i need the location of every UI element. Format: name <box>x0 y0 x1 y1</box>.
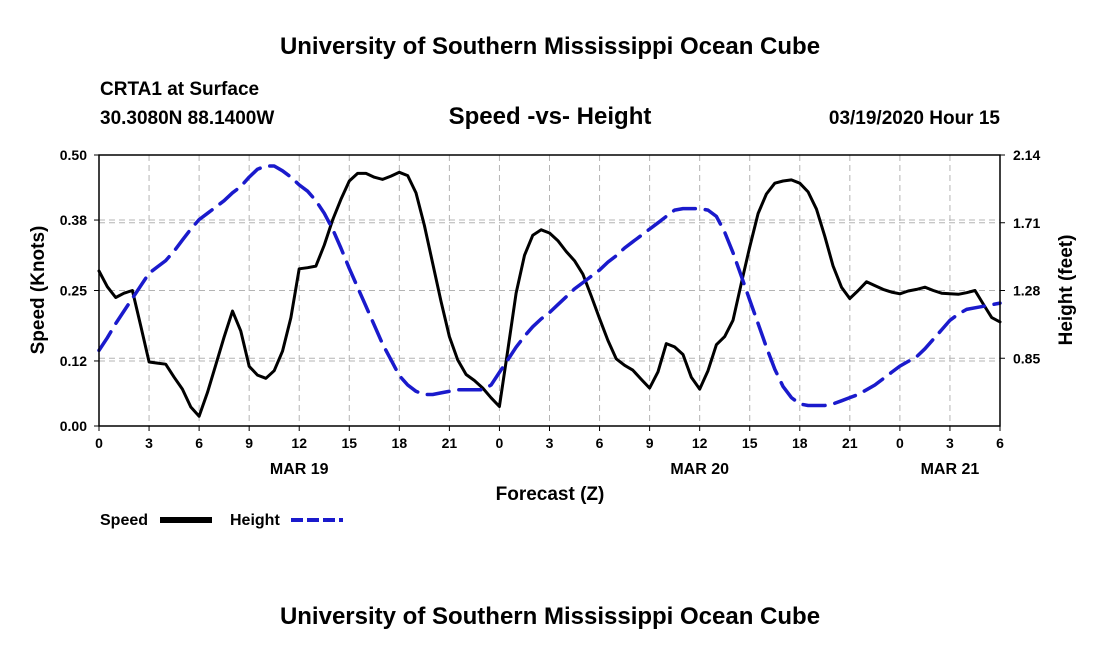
series-line-height <box>97 164 1002 408</box>
x-tick-label: 18 <box>392 435 408 451</box>
y-left-tick-label: 0.25 <box>60 283 87 299</box>
y-axis-left-label: Speed (Knots) <box>28 226 49 355</box>
y-right-tick-label: 2.14 <box>1013 147 1040 163</box>
x-tick-label: 0 <box>95 435 103 451</box>
y-left-tick-label: 0.00 <box>60 418 87 434</box>
x-date-label: MAR 20 <box>670 461 729 478</box>
forecast-datetime: 03/19/2020 Hour 15 <box>829 108 1001 129</box>
y-left-tick-label: 0.38 <box>60 212 87 228</box>
series-lines <box>97 164 1002 418</box>
y-left-tick-label: 0.50 <box>60 147 87 163</box>
coordinates-label: 30.3080N 88.1400W <box>100 108 274 129</box>
y-right-tick-label: 0.85 <box>1013 350 1040 366</box>
x-tick-label: 15 <box>341 435 357 451</box>
station-label: CRTA1 at Surface <box>100 79 259 100</box>
legend-speed-label: Speed <box>100 512 148 529</box>
chart-title: Speed -vs- Height <box>449 103 652 130</box>
axis-ticks: 0 3 6 9 12 15 18 21 0 3 6 9 12 15 18 21 0 3 6 MAR 19 MAR 20 M… <box>60 147 1041 478</box>
y-right-tick-label: 1.71 <box>1013 215 1040 231</box>
y-right-tick-label: 1.28 <box>1013 283 1040 299</box>
x-tick-label: 0 <box>496 435 504 451</box>
x-tick-label: 6 <box>195 435 203 451</box>
x-date-label: MAR 21 <box>921 461 980 478</box>
x-tick-label: 6 <box>596 435 604 451</box>
x-tick-label: 6 <box>996 435 1004 451</box>
x-tick-label: 3 <box>546 435 554 451</box>
legend: Speed Height <box>100 512 343 529</box>
legend-height-label: Height <box>230 512 280 529</box>
series-line-speed <box>97 170 1002 418</box>
x-date-label: MAR 19 <box>270 461 329 478</box>
x-axis-label: Forecast (Z) <box>496 484 605 505</box>
x-tick-label: 9 <box>646 435 654 451</box>
page-title: University of Southern Mississippi Ocean… <box>280 33 820 60</box>
x-tick-label: 3 <box>946 435 954 451</box>
grid-lines <box>99 155 1000 426</box>
x-tick-label: 15 <box>742 435 758 451</box>
x-tick-label: 21 <box>842 435 858 451</box>
y-axis-right-label: Height (feet) <box>1056 235 1077 346</box>
x-tick-label: 18 <box>792 435 808 451</box>
footer-title: University of Southern Mississippi Ocean… <box>280 603 820 630</box>
x-tick-label: 12 <box>291 435 307 451</box>
x-tick-label: 0 <box>896 435 904 451</box>
x-tick-label: 12 <box>692 435 708 451</box>
x-tick-label: 21 <box>442 435 458 451</box>
y-left-tick-label: 0.12 <box>60 353 87 369</box>
x-tick-label: 9 <box>245 435 253 451</box>
x-tick-label: 3 <box>145 435 153 451</box>
